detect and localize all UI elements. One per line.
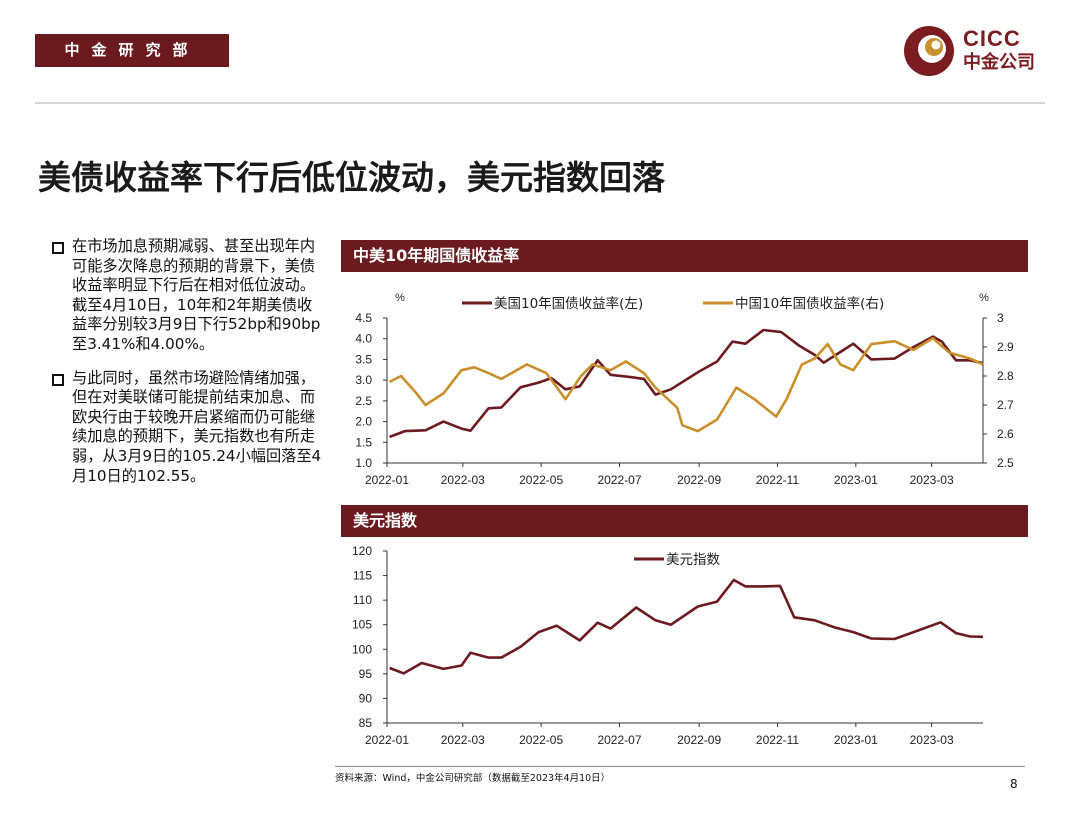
x-tick-label: 2022-01 <box>365 733 409 747</box>
y-tick-label: 4.5 <box>355 311 372 325</box>
y-tick-label: 2.5 <box>355 394 372 408</box>
y-tick-label: 95 <box>359 667 373 681</box>
department-label: 中金研究部 <box>35 34 229 67</box>
x-tick-label: 2022-01 <box>365 473 409 487</box>
legend-label: 中国10年国债收益率(右) <box>735 295 884 312</box>
y2-axis-unit: % <box>979 292 989 304</box>
x-tick-label: 2022-09 <box>677 473 721 487</box>
x-tick-label: 2023-03 <box>910 733 954 747</box>
bullet-text-1: 在市场加息预期减弱、甚至出现年内可能多次降息的预期的背景下，美债收益率明显下行后… <box>72 237 321 353</box>
x-tick-label: 2022-11 <box>756 473 799 487</box>
x-tick-label: 2022-05 <box>519 473 563 487</box>
y2-tick-label: 2.6 <box>997 427 1014 441</box>
y-tick-label: 2.0 <box>355 415 372 429</box>
series-line-1 <box>389 328 984 439</box>
y-tick-label: 115 <box>353 569 372 583</box>
y-tick-label: 3.0 <box>355 373 372 387</box>
page-number: 8 <box>1010 777 1018 791</box>
bullet-item-2: 与此同时，虽然市场避险情绪加强，但在对美联储可能提前结束加息、而欧央行由于较晚开… <box>52 369 324 487</box>
header-divider <box>35 102 1045 104</box>
bullet-list: 在市场加息预期减弱、甚至出现年内可能多次降息的预期的背景下，美债收益率明显下行后… <box>52 237 324 500</box>
y-axis-unit: % <box>395 292 405 304</box>
chart1-header: 中美10年期国债收益率 <box>341 240 1028 272</box>
legend-label: 美国10年国债收益率(左) <box>494 295 643 312</box>
y-tick-label: 85 <box>359 716 373 730</box>
y-tick-label: 4.0 <box>355 332 372 346</box>
y-tick-label: 105 <box>352 618 372 632</box>
y2-tick-label: 2.5 <box>997 456 1014 470</box>
y-tick-label: 110 <box>353 593 372 607</box>
y-tick-label: 3.5 <box>355 352 372 366</box>
x-tick-label: 2023-03 <box>910 473 954 487</box>
x-tick-label: 2022-09 <box>677 733 721 747</box>
x-tick-label: 2022-05 <box>519 733 563 747</box>
logo-text-cn: 中金公司 <box>963 52 1035 73</box>
y-tick-label: 90 <box>359 691 373 705</box>
square-bullet-icon <box>52 373 64 386</box>
series-line-1 <box>389 578 984 675</box>
x-tick-label: 2022-03 <box>441 473 485 487</box>
page-title: 美债收益率下行后低位波动，美元指数回落 <box>38 158 665 197</box>
source-note: 资料来源：Wind，中金公司研究部（数据截至2023年4月10日） <box>335 773 611 784</box>
y2-tick-label: 3 <box>997 311 1004 325</box>
x-tick-label: 2022-03 <box>441 733 485 747</box>
logo-text-en: CICC <box>963 26 1021 51</box>
x-tick-label: 2022-07 <box>597 473 641 487</box>
cicc-logo-icon <box>904 26 954 76</box>
bullet-item-1: 在市场加息预期减弱、甚至出现年内可能多次降息的预期的背景下，美债收益率明显下行后… <box>52 237 324 355</box>
footer-divider <box>335 766 1025 767</box>
y-tick-label: 1.5 <box>355 435 372 449</box>
x-tick-label: 2023-01 <box>834 733 878 747</box>
bullet-text-2: 与此同时，虽然市场避险情绪加强，但在对美联储可能提前结束加息、而欧央行由于较晚开… <box>72 368 322 485</box>
y2-tick-label: 2.7 <box>997 398 1014 412</box>
square-bullet-icon <box>52 242 64 254</box>
x-tick-label: 2022-07 <box>597 733 641 747</box>
legend-label: 美元指数 <box>666 552 720 568</box>
x-tick-label: 2022-11 <box>756 733 799 747</box>
y-tick-label: 120 <box>352 544 372 558</box>
series-line-2 <box>389 336 984 433</box>
y-tick-label: 1.0 <box>355 456 372 470</box>
y2-tick-label: 2.8 <box>997 369 1014 383</box>
cicc-logo: CICC 中金公司 <box>903 25 1048 77</box>
chart2-header: 美元指数 <box>341 505 1028 537</box>
y2-tick-label: 2.9 <box>997 340 1014 354</box>
x-tick-label: 2023-01 <box>834 473 878 487</box>
y-tick-label: 100 <box>352 642 372 656</box>
